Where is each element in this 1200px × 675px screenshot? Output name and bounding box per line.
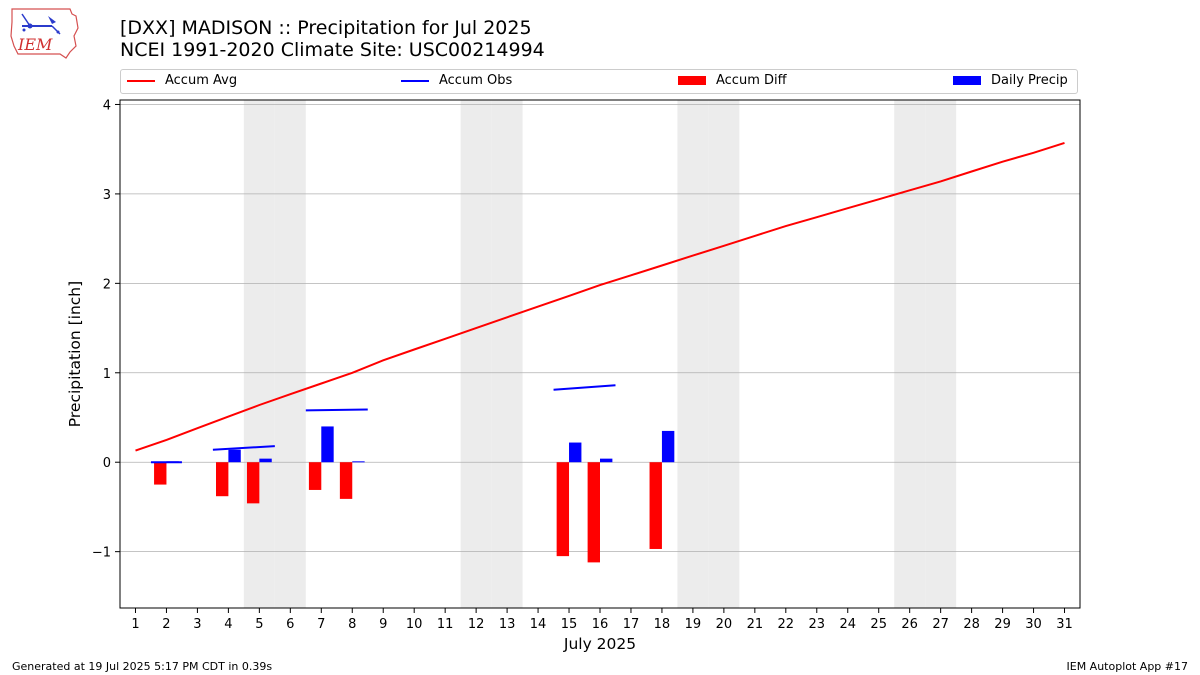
weekend-shade bbox=[243, 100, 275, 608]
legend-label: Daily Precip bbox=[991, 73, 1068, 88]
y-tick-label: −1 bbox=[92, 546, 111, 561]
x-tick-label: 5 bbox=[255, 617, 263, 632]
accum-diff-bar bbox=[649, 462, 662, 549]
legend: Accum Avg Accum Obs Accum Diff Daily Pre… bbox=[120, 69, 1078, 94]
x-tick-label: 22 bbox=[778, 617, 795, 632]
x-tick-label: 18 bbox=[654, 617, 671, 632]
accum-avg-swatch bbox=[127, 79, 155, 82]
x-tick-label: 8 bbox=[348, 617, 356, 632]
y-tick-label: 1 bbox=[103, 367, 111, 382]
daily-precip-bar bbox=[259, 458, 272, 463]
x-tick-label: 11 bbox=[437, 617, 454, 632]
y-tick-label: 3 bbox=[103, 188, 111, 203]
legend-item-accum-diff: Accum Diff bbox=[678, 73, 787, 88]
y-tick-label: 2 bbox=[103, 277, 111, 292]
weekend-shade bbox=[708, 100, 740, 608]
x-tick-label: 14 bbox=[530, 617, 547, 632]
legend-item-accum-avg: Accum Avg bbox=[127, 73, 237, 88]
accum-diff-bar bbox=[308, 462, 322, 490]
accum-diff-bar bbox=[556, 462, 570, 557]
weekend-shade bbox=[677, 100, 709, 608]
accum-diff-bar bbox=[587, 462, 600, 563]
accum-diff-bar bbox=[246, 462, 260, 504]
weekend-shade bbox=[460, 100, 492, 608]
accum-obs-line bbox=[553, 384, 616, 391]
x-tick-label: 7 bbox=[317, 617, 325, 632]
weekend-shade bbox=[894, 100, 926, 608]
daily-precip-swatch bbox=[953, 76, 981, 85]
legend-label: Accum Avg bbox=[165, 73, 238, 88]
x-tick-label: 27 bbox=[932, 617, 949, 632]
x-tick-label: 1 bbox=[131, 617, 139, 632]
x-tick-label: 29 bbox=[994, 617, 1011, 632]
daily-precip-bar bbox=[569, 442, 582, 463]
y-axis-label: Precipitation [inch] bbox=[66, 281, 84, 427]
x-tick-label: 10 bbox=[406, 617, 423, 632]
x-tick-label: 17 bbox=[623, 617, 640, 632]
y-tick-label: 4 bbox=[103, 98, 111, 113]
x-tick-label: 24 bbox=[839, 617, 856, 632]
accum-avg-line bbox=[135, 141, 1065, 452]
legend-item-daily-precip: Daily Precip bbox=[953, 73, 1068, 88]
x-tick-label: 16 bbox=[592, 617, 609, 632]
footer-app-id: IEM Autoplot App #17 bbox=[1066, 660, 1189, 673]
x-tick-label: 6 bbox=[286, 617, 294, 632]
x-tick-label: 9 bbox=[379, 617, 387, 632]
x-tick-label: 26 bbox=[901, 617, 918, 632]
daily-precip-bar bbox=[321, 426, 334, 463]
chart-title-line1: [DXX] MADISON :: Precipitation for Jul 2… bbox=[120, 17, 532, 39]
x-tick-label: 15 bbox=[561, 617, 578, 632]
accum-obs-swatch bbox=[401, 79, 429, 82]
x-tick-label: 30 bbox=[1025, 617, 1042, 632]
x-tick-label: 31 bbox=[1056, 617, 1073, 632]
y-tick-label: 0 bbox=[103, 456, 111, 471]
daily-precip-bar bbox=[600, 458, 613, 463]
x-tick-label: 21 bbox=[747, 617, 764, 632]
accum-diff-bar bbox=[216, 462, 229, 497]
x-tick-label: 3 bbox=[193, 617, 201, 632]
x-tick-label: 23 bbox=[809, 617, 826, 632]
logo-text: IEM bbox=[17, 35, 53, 54]
legend-label: Accum Diff bbox=[716, 73, 787, 88]
accum-obs-line bbox=[305, 408, 368, 412]
x-tick-label: 4 bbox=[224, 617, 232, 632]
accum-diff-bar bbox=[154, 462, 167, 485]
x-axis-label: July 2025 bbox=[563, 635, 636, 653]
x-tick-label: 20 bbox=[716, 617, 733, 632]
x-tick-label: 2 bbox=[162, 617, 170, 632]
iem-logo: IEM bbox=[10, 8, 79, 59]
accum-obs-line bbox=[212, 445, 275, 451]
x-tick-label: 19 bbox=[685, 617, 702, 632]
legend-label: Accum Obs bbox=[439, 73, 513, 88]
weekend-shade bbox=[925, 100, 957, 608]
weekend-shade bbox=[491, 100, 523, 608]
daily-precip-bar bbox=[352, 461, 365, 463]
x-tick-label: 28 bbox=[963, 617, 980, 632]
daily-precip-bar bbox=[228, 449, 241, 463]
legend-item-accum-obs: Accum Obs bbox=[401, 73, 512, 88]
x-tick-label: 13 bbox=[499, 617, 516, 632]
footer-generated: Generated at 19 Jul 2025 5:17 PM CDT in … bbox=[12, 660, 273, 673]
x-tick-label: 25 bbox=[870, 617, 887, 632]
accum-diff-swatch bbox=[678, 76, 706, 85]
accum-diff-bar bbox=[339, 462, 353, 499]
chart-title-line2: NCEI 1991-2020 Climate Site: USC00214994 bbox=[120, 39, 545, 61]
daily-precip-bar bbox=[661, 430, 675, 463]
weekend-shade bbox=[274, 100, 306, 608]
x-tick-label: 12 bbox=[468, 617, 485, 632]
